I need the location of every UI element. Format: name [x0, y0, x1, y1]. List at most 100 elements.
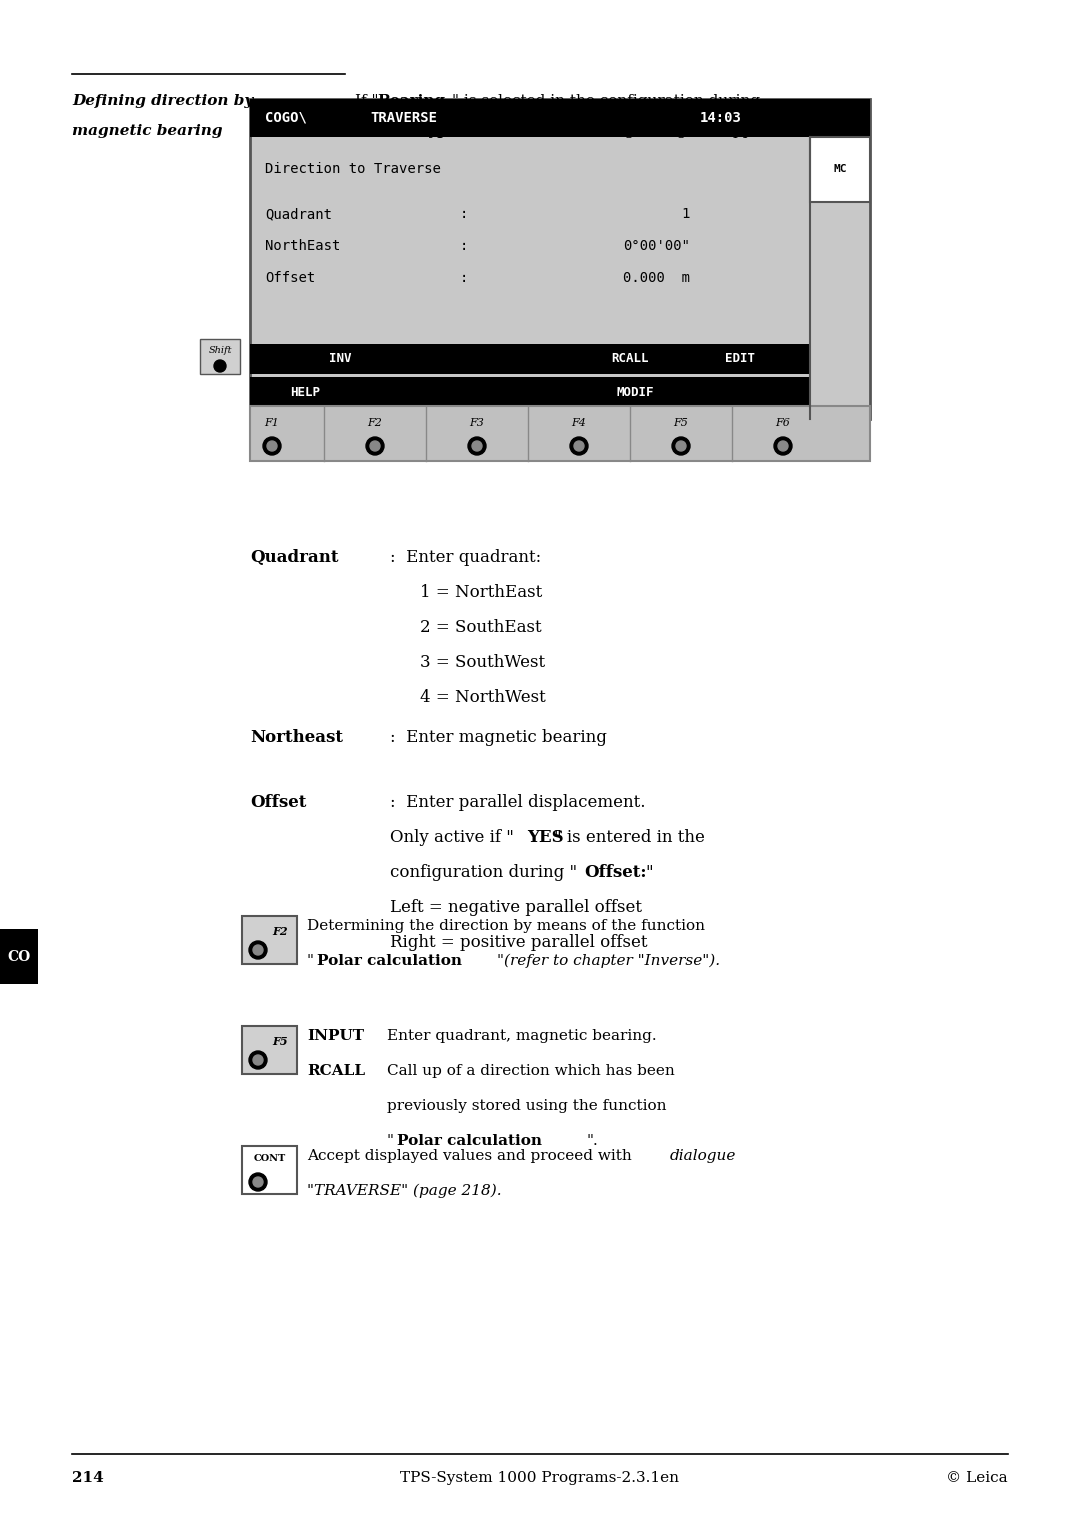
Text: 2 = SouthEast: 2 = SouthEast [420, 619, 542, 636]
Circle shape [253, 1177, 264, 1187]
Text: " is entered in the: " is entered in the [554, 829, 705, 846]
Text: ", then the following dialog box appears:: ", then the following dialog box appears… [477, 124, 791, 138]
Text: 0°00'00": 0°00'00" [623, 239, 690, 252]
Text: Shift: Shift [208, 346, 232, 355]
Text: Left = negative parallel offset: Left = negative parallel offset [390, 899, 642, 916]
Text: CO: CO [8, 950, 30, 963]
Text: :  Enter parallel displacement.: : Enter parallel displacement. [390, 794, 646, 810]
Circle shape [672, 437, 690, 456]
Text: Offset: Offset [249, 794, 307, 810]
Text: dialogue: dialogue [670, 1148, 737, 1164]
Text: Polar calculation: Polar calculation [318, 954, 462, 968]
Circle shape [774, 437, 792, 456]
Text: Quadrant: Quadrant [249, 549, 338, 566]
Text: F5: F5 [674, 417, 688, 428]
Circle shape [253, 945, 264, 956]
Circle shape [472, 440, 482, 451]
Text: © Leica: © Leica [946, 1471, 1008, 1485]
Text: 1 = NorthEast: 1 = NorthEast [420, 584, 542, 601]
Text: :  Enter quadrant:: : Enter quadrant: [390, 549, 541, 566]
Text: YES: YES [527, 829, 564, 846]
Text: :: : [460, 239, 469, 252]
Text: Right = positive parallel offset: Right = positive parallel offset [390, 934, 648, 951]
Text: (refer to chapter "Inverse").: (refer to chapter "Inverse"). [504, 954, 720, 968]
Text: 1: 1 [681, 206, 690, 222]
Text: " is selected in the configuration during: " is selected in the configuration durin… [453, 93, 760, 109]
Text: F3: F3 [470, 417, 485, 428]
Bar [200, 339, 240, 375]
Text: EDIT: EDIT [725, 353, 755, 365]
Bar [805, 99, 870, 138]
Circle shape [249, 1050, 267, 1069]
Text: Only active if ": Only active if " [390, 829, 514, 846]
Text: Offset:: Offset: [584, 864, 647, 881]
Circle shape [366, 437, 384, 456]
Bar [242, 916, 297, 963]
Text: :: : [460, 271, 469, 284]
Circle shape [267, 440, 276, 451]
Text: Determining the direction by means of the function: Determining the direction by means of th… [307, 919, 705, 933]
Text: F4: F4 [571, 417, 586, 428]
Bar [249, 407, 870, 462]
Text: CONT: CONT [254, 1154, 285, 1164]
Text: 0.000  m: 0.000 m [623, 271, 690, 284]
Circle shape [468, 437, 486, 456]
Text: MODIF: MODIF [617, 385, 653, 399]
Text: COGO\: COGO\ [265, 112, 307, 125]
Bar [0, 930, 38, 985]
Circle shape [264, 437, 281, 456]
Circle shape [570, 437, 588, 456]
Circle shape [676, 440, 686, 451]
Text: NorthEast: NorthEast [265, 239, 340, 252]
Text: RCALL: RCALL [611, 353, 649, 365]
Text: Call up of a direction which has been: Call up of a direction which has been [387, 1064, 675, 1078]
Text: Accept displayed values and proceed with: Accept displayed values and proceed with [307, 1148, 632, 1164]
Bar [249, 99, 870, 419]
Text: F2: F2 [367, 417, 382, 428]
Text: ": " [355, 124, 362, 138]
Text: Enter quadrant, magnetic bearing.: Enter quadrant, magnetic bearing. [387, 1029, 657, 1043]
Text: HELP: HELP [291, 385, 320, 399]
Circle shape [253, 1055, 264, 1066]
Text: F5: F5 [272, 1037, 287, 1047]
Text: :  Enter magnetic bearing: : Enter magnetic bearing [390, 729, 607, 746]
Text: INPUT: INPUT [307, 1029, 364, 1043]
Text: Defining direction by: Defining direction by [72, 93, 253, 109]
Bar [242, 1026, 297, 1073]
Bar [249, 378, 810, 407]
Text: F2: F2 [272, 927, 287, 937]
Circle shape [778, 440, 788, 451]
Text: MC: MC [834, 164, 847, 174]
Bar [249, 99, 805, 138]
Text: TPS-System 1000 Programs-2.3.1en: TPS-System 1000 Programs-2.3.1en [401, 1471, 679, 1485]
Text: 14:03: 14:03 [700, 112, 742, 125]
Text: ": " [307, 954, 314, 968]
Text: 3 = SouthWest: 3 = SouthWest [420, 654, 545, 671]
Circle shape [249, 940, 267, 959]
Text: Northeast: Northeast [249, 729, 343, 746]
Text: INV: INV [328, 353, 351, 365]
Bar [242, 1147, 297, 1194]
Text: RCALL: RCALL [307, 1064, 365, 1078]
Text: magnetic bearing: magnetic bearing [72, 124, 222, 138]
Bar [810, 138, 870, 202]
Text: previously stored using the function: previously stored using the function [387, 1099, 666, 1113]
Text: ": " [645, 864, 652, 881]
Text: "TRAVERSE" (page 218).: "TRAVERSE" (page 218). [307, 1183, 501, 1199]
Bar [249, 344, 810, 375]
Circle shape [370, 440, 380, 451]
Text: F6: F6 [775, 417, 791, 428]
Circle shape [573, 440, 584, 451]
Text: Bearing: Bearing [377, 93, 445, 109]
Text: ".: ". [588, 1135, 598, 1148]
Circle shape [214, 359, 226, 372]
Text: ": " [387, 1135, 394, 1148]
Circle shape [249, 1173, 267, 1191]
Text: :: : [460, 206, 469, 222]
Text: TRAVERSE: TRAVERSE [370, 112, 437, 125]
Text: 4 = NorthWest: 4 = NorthWest [420, 690, 545, 706]
Text: Offset: Offset [265, 271, 315, 284]
Text: configuration during ": configuration during " [390, 864, 577, 881]
Text: Polar calculation: Polar calculation [397, 1135, 542, 1148]
Text: 214: 214 [72, 1471, 104, 1485]
